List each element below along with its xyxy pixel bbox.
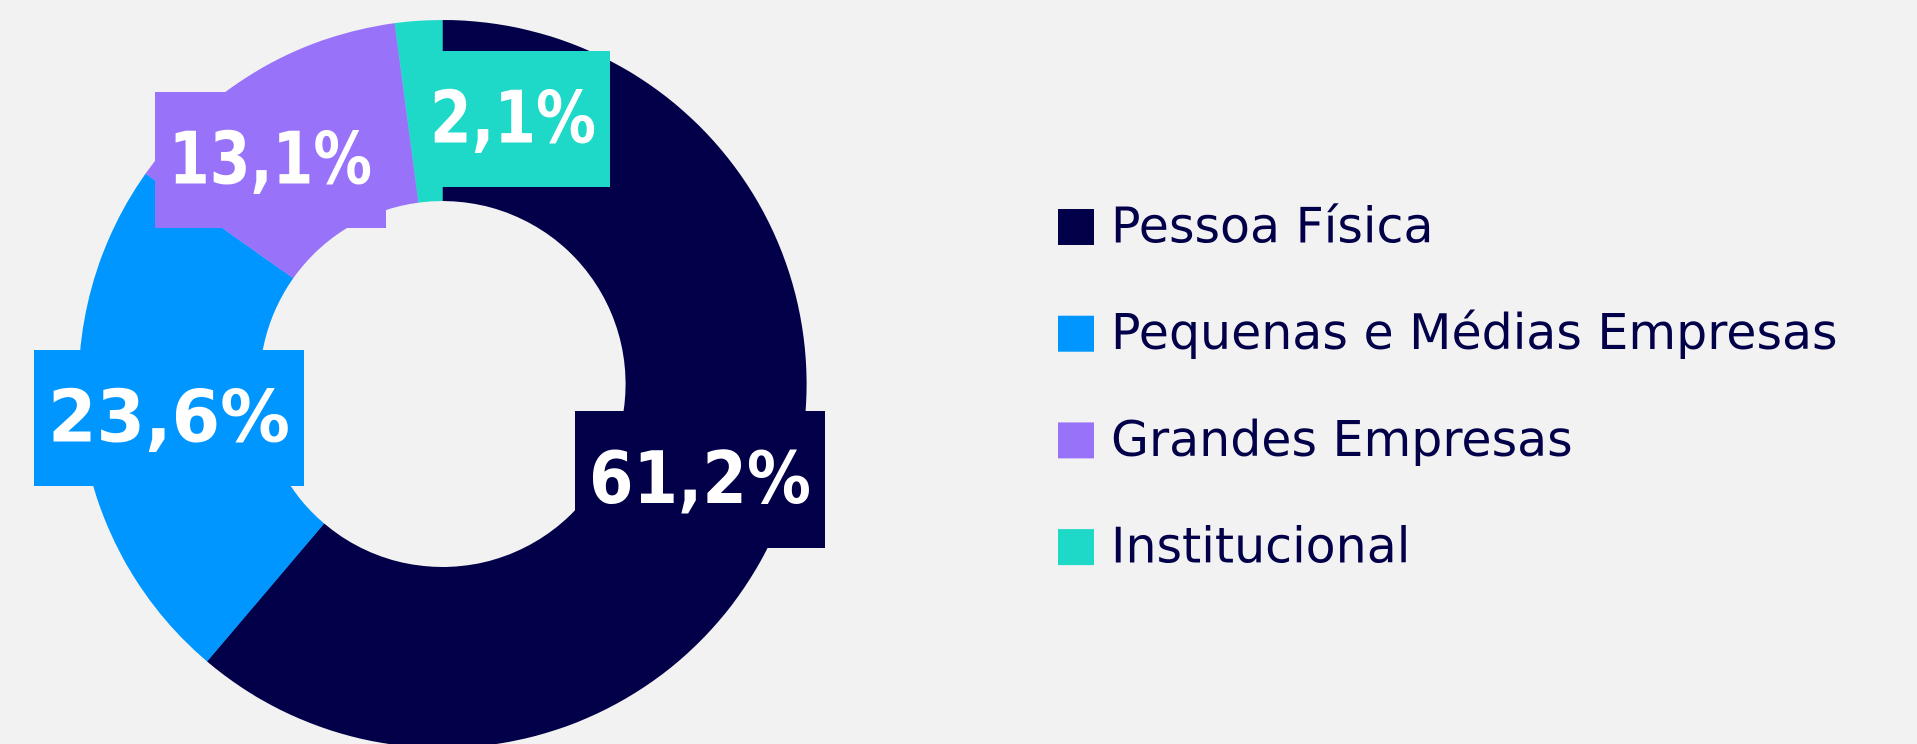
legend-swatch (1058, 209, 1094, 245)
legend-label: Pequenas e Médias Empresas (1111, 304, 1838, 361)
value-label-box (155, 92, 386, 228)
legend-swatch (1058, 315, 1094, 352)
value-label: 2,1% (430, 76, 596, 160)
legend-swatch (1058, 422, 1094, 459)
legend-label: Grandes Empresas (1111, 411, 1573, 468)
value-label-box (416, 51, 610, 187)
value-label: 61,2% (589, 436, 811, 520)
value-label: 23,6% (48, 375, 290, 459)
value-label-box (34, 350, 304, 486)
value-label-box (575, 411, 825, 548)
legend-label: Institucional (1111, 518, 1410, 575)
donut-slice (207, 20, 807, 744)
value-label: 13,1% (169, 117, 372, 201)
legend-swatch (1058, 529, 1094, 566)
legend-label: Pessoa Física (1111, 198, 1434, 255)
